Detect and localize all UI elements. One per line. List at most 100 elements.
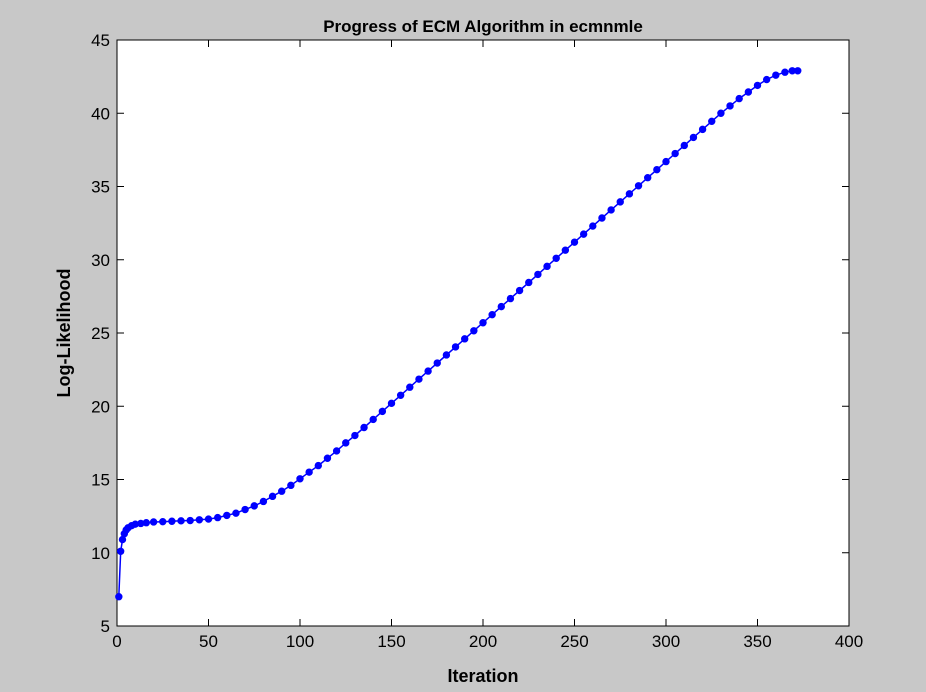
data-point xyxy=(515,286,524,295)
data-point xyxy=(223,511,231,520)
data-point xyxy=(561,246,570,254)
data-point xyxy=(762,75,771,84)
data-point xyxy=(241,505,249,514)
data-point xyxy=(479,319,487,327)
data-point xyxy=(369,415,377,424)
data-point xyxy=(726,102,734,110)
data-point xyxy=(534,270,542,279)
x-tick-label: 100 xyxy=(286,632,314,651)
y-axis-label: Log-Likelihood xyxy=(54,269,74,398)
data-point xyxy=(268,492,277,501)
data-point xyxy=(744,88,753,96)
data-point xyxy=(168,517,176,525)
data-point xyxy=(259,497,268,506)
x-tick-label: 350 xyxy=(743,632,771,651)
data-point xyxy=(378,407,387,416)
data-point xyxy=(396,391,405,399)
data-point xyxy=(634,182,643,190)
x-axis-label: Iteration xyxy=(447,666,518,686)
data-point xyxy=(351,431,359,440)
data-point xyxy=(662,157,670,166)
data-point xyxy=(177,517,185,525)
y-tick-label: 15 xyxy=(91,471,110,490)
data-point xyxy=(772,71,780,79)
data-point xyxy=(497,302,505,311)
data-point xyxy=(680,141,688,150)
y-tick-label: 20 xyxy=(91,397,110,416)
data-point xyxy=(598,214,606,222)
x-tick-label: 50 xyxy=(199,632,218,651)
data-point xyxy=(232,509,240,517)
data-point xyxy=(305,468,313,476)
data-point xyxy=(332,447,341,455)
data-point xyxy=(470,327,478,335)
x-tick-label: 200 xyxy=(469,632,497,651)
data-point xyxy=(689,133,698,142)
y-tick-label: 30 xyxy=(91,251,110,270)
data-point xyxy=(625,190,634,198)
data-point xyxy=(451,343,460,351)
data-point xyxy=(278,487,286,495)
data-point xyxy=(142,519,150,527)
data-point xyxy=(296,475,304,483)
data-point xyxy=(552,254,560,262)
data-point xyxy=(342,439,350,447)
data-point xyxy=(589,222,597,230)
data-point xyxy=(525,278,533,287)
data-point xyxy=(488,310,496,319)
x-axis: 0 50 100 150 200 250 300 350 400 xyxy=(112,40,863,651)
data-point xyxy=(579,230,588,238)
y-tick-label: 5 xyxy=(101,617,110,636)
data-point xyxy=(570,238,579,246)
data-point xyxy=(644,174,652,182)
data-point xyxy=(314,461,322,470)
data-point xyxy=(442,351,451,359)
data-point xyxy=(406,383,414,391)
data-point xyxy=(781,68,789,76)
data-point xyxy=(433,359,441,367)
data-point xyxy=(115,593,123,601)
x-tick-label: 400 xyxy=(835,632,863,651)
y-tick-label: 40 xyxy=(91,104,110,123)
data-point xyxy=(116,547,125,555)
data-point xyxy=(653,165,661,174)
data-point xyxy=(186,516,194,525)
data-point xyxy=(616,198,624,206)
data-point xyxy=(149,518,158,526)
data-point xyxy=(360,423,368,432)
data-point xyxy=(543,262,551,271)
x-tick-label: 250 xyxy=(560,632,588,651)
data-point xyxy=(607,206,615,214)
y-tick-label: 10 xyxy=(91,544,110,563)
data-point xyxy=(698,125,707,134)
data-point xyxy=(794,67,802,75)
x-tick-label: 0 xyxy=(112,632,121,651)
data-point xyxy=(204,515,213,523)
data-point xyxy=(506,294,515,303)
data-point xyxy=(671,149,679,158)
data-point xyxy=(323,454,332,462)
data-point xyxy=(415,375,423,383)
y-axis: 5 10 15 20 25 30 35 40 45 xyxy=(91,31,849,636)
data-point xyxy=(213,513,222,522)
series-layer xyxy=(115,67,802,601)
data-point xyxy=(717,109,725,117)
x-tick-label: 150 xyxy=(377,632,405,651)
series-line xyxy=(118,70,798,597)
data-point xyxy=(195,516,204,524)
chart-title: Progress of ECM Algorithm in ecmnmle xyxy=(323,17,643,36)
y-tick-label: 45 xyxy=(91,31,110,50)
data-point xyxy=(461,335,469,343)
y-tick-label: 35 xyxy=(91,178,110,197)
data-point xyxy=(287,481,295,490)
x-tick-label: 300 xyxy=(652,632,680,651)
data-point xyxy=(424,367,432,375)
data-point xyxy=(753,81,762,90)
data-point xyxy=(735,94,743,103)
data-point xyxy=(387,399,396,408)
y-tick-label: 25 xyxy=(91,324,110,343)
data-point xyxy=(250,502,258,510)
data-point xyxy=(159,517,167,526)
